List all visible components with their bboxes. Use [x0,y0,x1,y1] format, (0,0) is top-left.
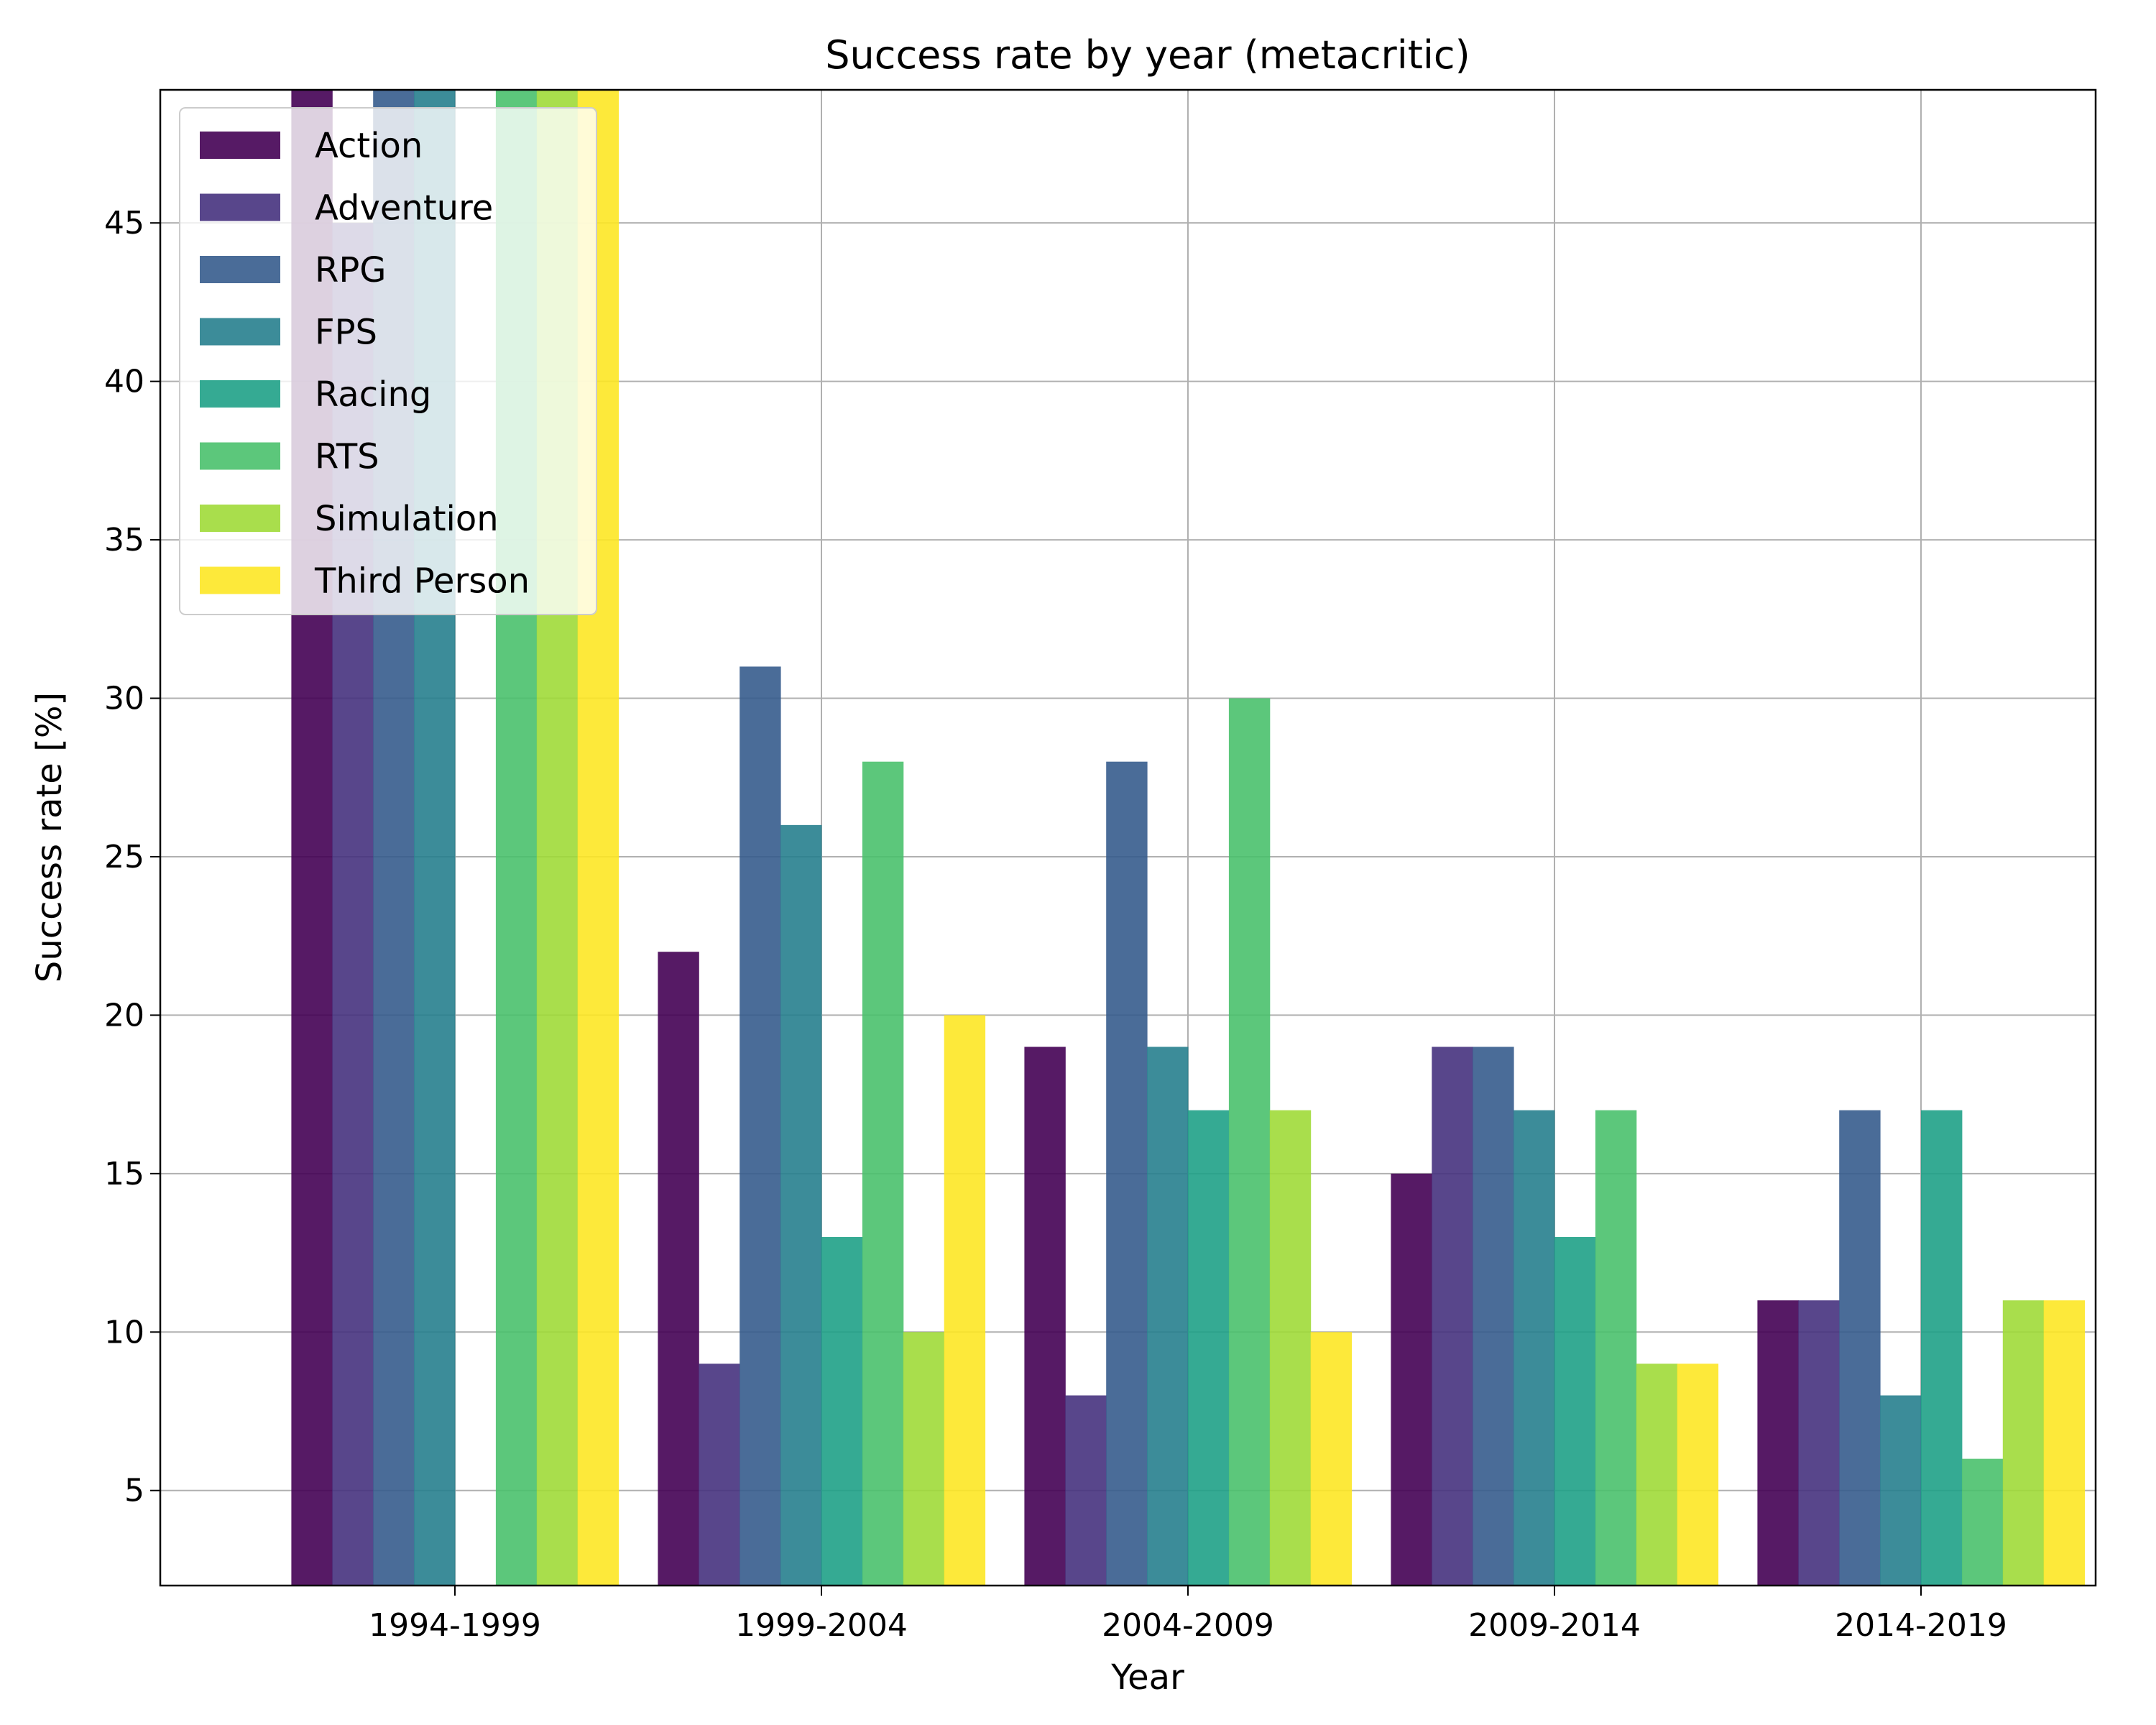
legend-swatch [200,505,280,532]
bar [1921,1110,1963,1586]
legend-label: Simulation [315,499,499,539]
bar [1147,1046,1189,1586]
bar [821,1237,863,1586]
bar [2002,1300,2045,1586]
bar [1188,1110,1230,1586]
bar [1228,698,1271,1586]
y-tick-label: 15 [104,1156,144,1192]
x-tick-label: 2014-2019 [1835,1607,2007,1644]
x-tick-label: 2009-2014 [1468,1607,1641,1644]
legend-label: Third Person [314,561,530,602]
bar [1432,1046,1473,1586]
plot-frame [159,88,2097,1587]
x-tick-label: 1999-2004 [735,1607,908,1644]
bar [1065,1395,1107,1586]
legend-swatch [200,193,280,221]
legend-label: Racing [315,374,431,415]
legend-swatch [200,318,280,346]
y-tick-label: 25 [104,839,144,875]
bar [1473,1046,1514,1586]
bar [658,952,699,1586]
bar [862,761,904,1586]
y-tick-label: 10 [104,1314,144,1351]
bar [944,1015,986,1586]
legend: Action Adventure RPG FPS Racing RTS Simulation… [179,107,597,615]
bar [1839,1110,1881,1586]
legend-label: Adventure [315,188,493,229]
legend-label: FPS [315,313,377,353]
bar [1106,761,1148,1586]
bar [1310,1332,1353,1586]
x-axis-label: Year [1110,1657,1184,1698]
legend-label: RPG [315,250,387,290]
bar [1554,1237,1596,1586]
bar [1961,1458,2004,1586]
bar [903,1332,945,1586]
legend-swatch [200,442,280,470]
x-tick-label: 2004-2009 [1102,1607,1274,1644]
bar [2043,1300,2086,1586]
y-tick-label: 35 [104,522,144,558]
legend-swatch [200,566,280,594]
y-tick-label: 40 [104,364,144,400]
y-tick-label: 20 [104,997,144,1034]
legend-swatch [200,380,280,408]
bar [1024,1046,1066,1586]
bar [1514,1110,1555,1586]
bar [699,1363,740,1586]
bar [1269,1110,1312,1586]
legend-box [179,107,597,615]
bar [1798,1300,1840,1586]
bar [1880,1395,1922,1586]
y-tick-label: 5 [124,1473,144,1509]
bar [1636,1363,1678,1586]
y-tick-label: 30 [104,681,144,717]
legend-swatch [200,256,280,283]
bar [740,666,781,1586]
bar [1677,1363,1719,1586]
legend-label: Action [315,126,423,166]
chart-title: Success rate by year (metacritic) [825,32,1470,78]
bar [1757,1300,1799,1586]
y-tick-label: 45 [104,205,144,242]
legend-swatch [200,132,280,159]
y-axis-ticks: 5 10 15 20 25 30 35 40 45 [104,205,160,1509]
y-axis-label: Success rate [%] [29,692,70,983]
x-tick-label: 1994-1999 [369,1607,541,1644]
bar [1391,1173,1432,1586]
bar [780,824,822,1586]
bar [1595,1110,1637,1586]
x-axis-ticks: 1994-1999 1999-2004 2004-2009 2009-2014 2014… [369,1586,2007,1644]
legend-label: RTS [315,437,379,477]
